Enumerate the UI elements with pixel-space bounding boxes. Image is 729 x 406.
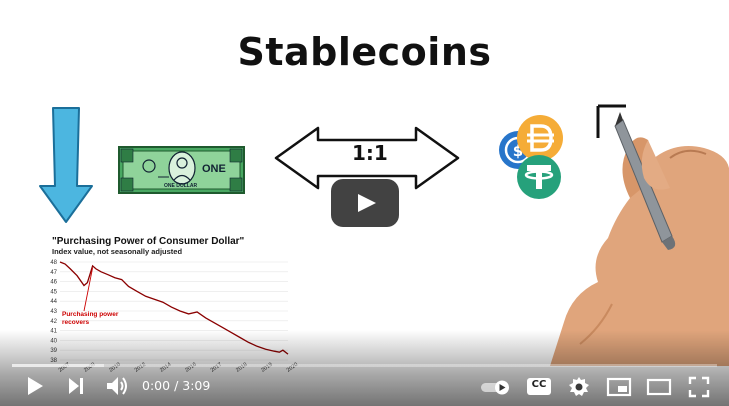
chart-y-tick-label: 42 — [50, 319, 57, 325]
progress-bar[interactable] — [12, 364, 717, 367]
annotation-pointer — [83, 267, 94, 312]
chart-y-tick-label: 48 — [50, 260, 57, 266]
settings-button[interactable] — [567, 375, 591, 399]
drawing-hand-illustration — [550, 104, 729, 366]
chart-y-tick-label: 41 — [50, 329, 57, 335]
chart-y-tick-label: 44 — [50, 299, 57, 305]
chart-annotation-line1: Purchasing power — [62, 311, 119, 318]
banknote-small-text: ONE DOLLAR — [164, 183, 198, 189]
large-play-button[interactable] — [331, 179, 399, 227]
theater-mode-button[interactable] — [646, 377, 672, 397]
exchange-arrow: 1:1 — [272, 124, 462, 196]
time-separator: / — [174, 378, 179, 393]
video-title-text: Stablecoins — [237, 30, 492, 74]
time-current: 0:00 — [142, 378, 171, 393]
banknote-text: ONE — [202, 163, 226, 175]
chart-y-tick-label: 47 — [50, 270, 57, 276]
time-duration: 3:09 — [182, 378, 211, 393]
ratio-label: 1:1 — [352, 141, 388, 165]
dai-coin-icon — [517, 115, 563, 161]
volume-button[interactable] — [104, 374, 130, 398]
miniplayer-button[interactable] — [606, 376, 632, 398]
chart-title: "Purchasing Power of Consumer Dollar" — [52, 236, 245, 247]
fullscreen-button[interactable] — [687, 375, 711, 399]
chart-y-tick-label: 45 — [50, 289, 57, 295]
captions-label: CC — [531, 379, 547, 390]
dollar-banknote: ONE ONE DOLLAR — [118, 146, 245, 194]
down-arrow-icon — [39, 107, 93, 223]
autoplay-toggle[interactable] — [480, 378, 512, 396]
play-button[interactable] — [22, 374, 46, 398]
chart-subtitle: Index value, not seasonally adjusted — [52, 247, 183, 256]
svg-text:$: $ — [513, 142, 523, 160]
next-button[interactable] — [64, 374, 88, 398]
chart-annotation-line2: recovers — [62, 319, 89, 326]
chart-y-tick-label: 39 — [50, 348, 57, 354]
play-icon — [358, 194, 376, 212]
chart-y-tick-label: 40 — [50, 338, 57, 344]
chart-y-tick-label: 43 — [50, 309, 57, 315]
time-display: 0:00 / 3:09 — [142, 378, 210, 393]
tether-coin-icon — [517, 155, 561, 199]
chart-y-tick-label: 46 — [50, 280, 57, 286]
captions-button[interactable]: CC — [527, 378, 551, 395]
progress-buffered — [12, 364, 104, 367]
